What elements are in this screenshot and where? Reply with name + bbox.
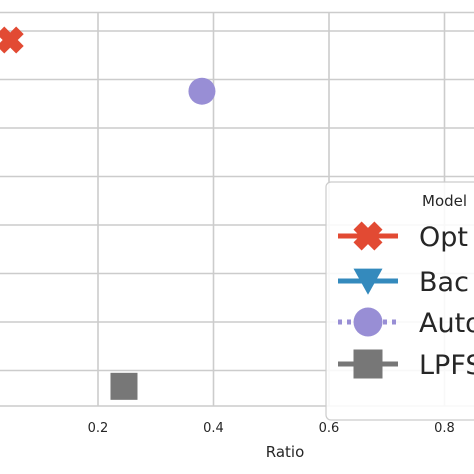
x-tick-labels: 0.2 0.4 0.6 0.8 [88, 421, 455, 436]
legend-label: Opt [419, 222, 468, 253]
data-point [0, 26, 24, 54]
data-point [110, 372, 138, 400]
x-tick-label: 0.2 [88, 421, 109, 436]
legend-marker-x-icon [353, 221, 383, 251]
legend-title: Model [422, 192, 467, 210]
data-point [188, 77, 216, 105]
x-tick-label: 0.4 [203, 421, 224, 436]
legend-label: Bac [419, 267, 469, 298]
x-tick-label: 0.8 [434, 421, 455, 436]
legend-label: Auto [419, 308, 474, 339]
x-tick-label: 0.6 [319, 421, 340, 436]
legend-marker-triangle-down-icon [353, 268, 383, 295]
legend-box [325, 181, 474, 421]
legend-marker-circle-icon [353, 307, 383, 337]
data-points [0, 26, 216, 400]
legend-marker-square-icon [353, 349, 383, 379]
x-axis-label: Ratio [266, 443, 305, 461]
legend-label: LPFS [419, 350, 474, 381]
legend: Model Opt Bac Auto LPFS [325, 181, 474, 421]
